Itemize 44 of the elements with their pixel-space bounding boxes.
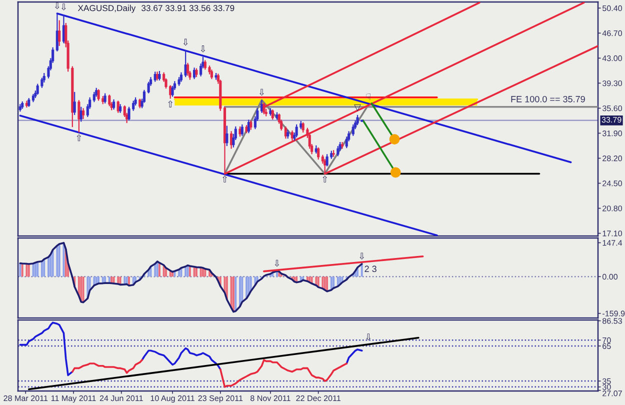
annotation: ▽ [354, 104, 361, 112]
annotation: ⇩ [366, 334, 371, 340]
x-tick-label: 28 Mar 2011 [4, 395, 48, 402]
y-tick-label: 86.53 [602, 318, 622, 324]
x-tick-label: 23 Sep 2011 [198, 395, 243, 403]
y-tick-label: 39.30 [602, 80, 622, 86]
annotation: ⇩ [54, 2, 60, 10]
x-tick-label: 22 Dec 2011 [296, 395, 340, 402]
annotation: FE 100.0 == 35.79 [511, 96, 585, 102]
annotation: ⇩ [61, 4, 66, 10]
y-tick-label: 31.90 [602, 130, 622, 136]
x-tick-label: 24 Jun 2011 [100, 395, 143, 402]
y-tick-label: 17.10 [602, 230, 622, 236]
chart-title: XAGUSD,Daily [78, 4, 136, 13]
annotation: ⇩ [360, 252, 364, 260]
annotation: ⇩ [260, 88, 264, 96]
chart-subtitle: 33.67 33.91 33.56 33.79 [142, 5, 234, 12]
annotation: 2 3 [364, 266, 376, 272]
y-tick-label: 65 [602, 343, 611, 349]
y-tick-label: 24.50 [602, 180, 622, 186]
y-tick-label: 50.40 [602, 5, 622, 12]
y-tick-label: 70 [602, 337, 611, 344]
annotation: ⇧ [168, 100, 173, 108]
y-tick-label: 35 [602, 378, 611, 384]
annotation: ⇩ [183, 38, 188, 46]
x-tick-label: 11 May 2011 [51, 395, 96, 403]
y-tick-label: 27.07 [602, 390, 622, 396]
y-tick-label: 28.20 [602, 156, 622, 162]
annotation: ⇧ [322, 176, 328, 182]
y-tick-label: 147.4 [602, 240, 622, 246]
annotation: ⇩ [274, 260, 280, 267]
y-tick-label: 20.80 [602, 206, 622, 212]
annotation: ⇧ [222, 176, 227, 182]
y-tick-label: 30 [602, 384, 611, 390]
x-tick-label: 10 Aug 2011 [150, 395, 194, 403]
annotation: ⇧ [76, 134, 82, 142]
x-tick-label: 8 Nov 2011 [250, 395, 290, 402]
ref-line-label: 33.79 [602, 116, 622, 123]
y-tick-label: 43.00 [602, 55, 622, 62]
y-tick-label: 46.70 [602, 30, 622, 36]
annotation: ⇩ [200, 46, 206, 52]
y-tick-label: 0.00 [602, 274, 618, 280]
y-tick-label: -159.9 [602, 310, 625, 316]
y-tick-label: 35.60 [602, 105, 622, 112]
